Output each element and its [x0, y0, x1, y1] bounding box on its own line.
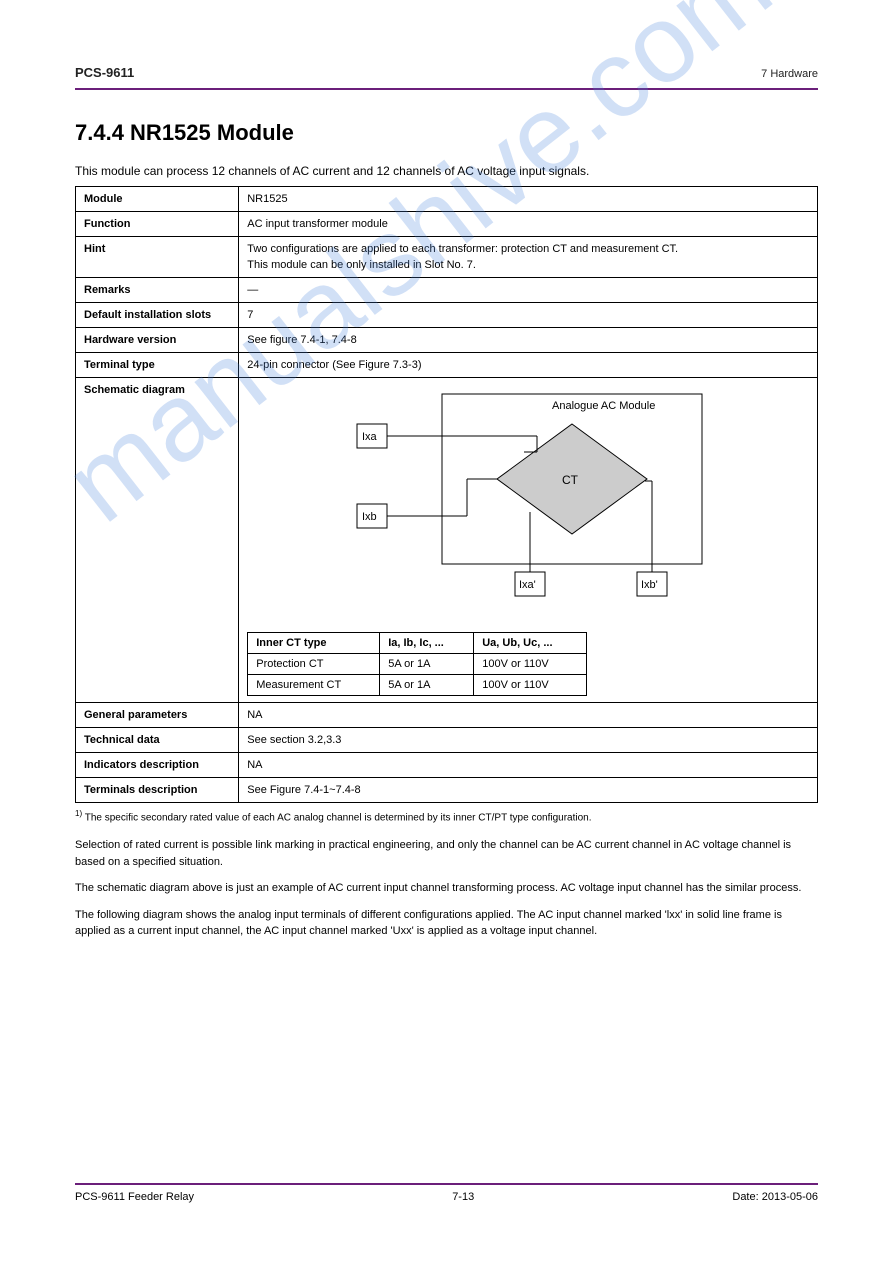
tt-cell: 100V or 110V — [474, 654, 587, 675]
ct-label: CT — [562, 473, 579, 487]
table-row: Measurement CT 5A or 1A 100V or 110V — [248, 675, 587, 696]
table-row: Remarks — — [76, 278, 818, 303]
row-value: NA — [239, 703, 818, 728]
schematic-svg: Analogue AC Module CT Ixa Ixb — [247, 384, 767, 614]
row-value: AC input transformer module — [239, 212, 818, 237]
table-row: Hardware version See figure 7.4-1, 7.4-8 — [76, 328, 818, 353]
row-value: See Figure 7.4-1~7.4-8 — [239, 778, 818, 803]
footnote: 1) The specific secondary rated value of… — [75, 809, 818, 823]
tt-header: Ua, Ub, Uc, ... — [474, 633, 587, 654]
row-label: Terminal type — [76, 353, 239, 378]
tt-cell: 100V or 110V — [474, 675, 587, 696]
note-paragraph: The following diagram shows the analog i… — [75, 907, 818, 940]
table-row: Terminals description See Figure 7.4-1~7… — [76, 778, 818, 803]
row-value: See section 3.2,3.3 — [239, 728, 818, 753]
tt-cell: Protection CT — [248, 654, 380, 675]
section-intro: This module can process 12 channels of A… — [75, 164, 818, 178]
table-row: Hint Two configurations are applied to e… — [76, 237, 818, 278]
section-title: 7.4.4 NR1525 Module — [75, 120, 818, 146]
tt-cell: 5A or 1A — [380, 654, 474, 675]
header-left: PCS-9611 — [75, 65, 134, 80]
out1-label: Ixa' — [519, 579, 536, 591]
note-paragraph: The schematic diagram above is just an e… — [75, 880, 818, 897]
ct-truth-table: Inner CT type Ia, Ib, Ic, ... Ua, Ub, Uc… — [247, 632, 587, 696]
row-value: See figure 7.4-1, 7.4-8 — [239, 328, 818, 353]
ixb-label: Ixb — [362, 511, 377, 523]
table-row: Module NR1525 — [76, 187, 818, 212]
footnote-text: The specific secondary rated value of ea… — [85, 812, 592, 823]
table-row: Inner CT type Ia, Ib, Ic, ... Ua, Ub, Uc… — [248, 633, 587, 654]
row-label: Function — [76, 212, 239, 237]
row-value: Two configurations are applied to each t… — [239, 237, 818, 278]
table-row: General parameters NA — [76, 703, 818, 728]
tt-header: Inner CT type — [248, 633, 380, 654]
footer-right: Date: 2013-05-06 — [732, 1191, 818, 1203]
row-value: — — [239, 278, 818, 303]
table-row: Default installation slots 7 — [76, 303, 818, 328]
row-label: General parameters — [76, 703, 239, 728]
out2-label: Ixb' — [641, 579, 658, 591]
table-row: Schematic diagram Analogue AC Module CT … — [76, 378, 818, 703]
page-header: PCS-9611 7 Hardware — [75, 65, 818, 90]
hint-line: Two configurations are applied to each t… — [247, 243, 809, 255]
row-value: NA — [239, 753, 818, 778]
module-spec-table: Module NR1525 Function AC input transfor… — [75, 186, 818, 803]
row-label: Module — [76, 187, 239, 212]
table-row: Indicators description NA — [76, 753, 818, 778]
row-value: 7 — [239, 303, 818, 328]
table-row: Technical data See section 3.2,3.3 — [76, 728, 818, 753]
table-row: Function AC input transformer module — [76, 212, 818, 237]
row-label: Indicators description — [76, 753, 239, 778]
note-paragraph: Selection of rated current is possible l… — [75, 837, 818, 870]
module-label: Analogue AC Module — [552, 400, 655, 412]
tt-header: Ia, Ib, Ic, ... — [380, 633, 474, 654]
footnote-marker: 1) — [75, 809, 82, 818]
row-label: Remarks — [76, 278, 239, 303]
ixa-label: Ixa — [362, 431, 378, 443]
row-label: Hint — [76, 237, 239, 278]
row-value: 24-pin connector (See Figure 7.3-3) — [239, 353, 818, 378]
row-label: Schematic diagram — [76, 378, 239, 703]
footer-center: 7-13 — [452, 1191, 474, 1203]
table-row: Terminal type 24-pin connector (See Figu… — [76, 353, 818, 378]
page-content: PCS-9611 7 Hardware 7.4.4 NR1525 Module … — [75, 65, 818, 1203]
row-label: Technical data — [76, 728, 239, 753]
row-value: NR1525 — [239, 187, 818, 212]
schematic-diagram: Analogue AC Module CT Ixa Ixb — [247, 384, 809, 614]
footer-left: PCS-9611 Feeder Relay — [75, 1191, 194, 1203]
row-label: Default installation slots — [76, 303, 239, 328]
tt-cell: 5A or 1A — [380, 675, 474, 696]
page-footer: PCS-9611 Feeder Relay 7-13 Date: 2013-05… — [75, 1183, 818, 1203]
header-right: 7 Hardware — [761, 68, 818, 80]
hint-line: This module can be only installed in Slo… — [247, 259, 809, 271]
schematic-cell: Analogue AC Module CT Ixa Ixb — [239, 378, 818, 703]
row-label: Hardware version — [76, 328, 239, 353]
tt-cell: Measurement CT — [248, 675, 380, 696]
table-row: Protection CT 5A or 1A 100V or 110V — [248, 654, 587, 675]
row-label: Terminals description — [76, 778, 239, 803]
